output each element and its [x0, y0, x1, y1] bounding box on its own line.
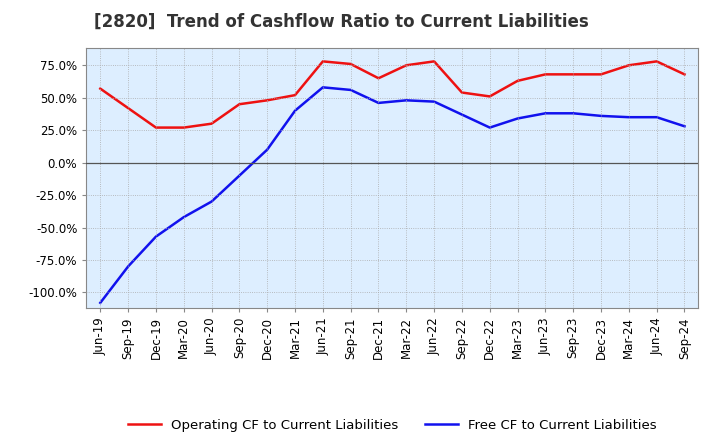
Operating CF to Current Liabilities [458, 90, 467, 95]
Free CF to Current Liabilities [485, 125, 494, 130]
Free CF to Current Liabilities [291, 108, 300, 114]
Free CF to Current Liabilities [374, 100, 383, 106]
Operating CF to Current Liabilities [207, 121, 216, 126]
Free CF to Current Liabilities [263, 147, 271, 152]
Operating CF to Current Liabilities [541, 72, 550, 77]
Free CF to Current Liabilities [402, 98, 410, 103]
Operating CF to Current Liabilities [569, 72, 577, 77]
Free CF to Current Liabilities [680, 124, 689, 129]
Operating CF to Current Liabilities [96, 86, 104, 91]
Operating CF to Current Liabilities [597, 72, 606, 77]
Free CF to Current Liabilities [318, 84, 327, 90]
Operating CF to Current Liabilities [374, 76, 383, 81]
Free CF to Current Liabilities [458, 112, 467, 117]
Free CF to Current Liabilities [541, 110, 550, 116]
Operating CF to Current Liabilities [402, 62, 410, 68]
Operating CF to Current Liabilities [513, 78, 522, 84]
Operating CF to Current Liabilities [124, 106, 132, 111]
Free CF to Current Liabilities [152, 234, 161, 239]
Operating CF to Current Liabilities [485, 94, 494, 99]
Free CF to Current Liabilities [569, 110, 577, 116]
Free CF to Current Liabilities [513, 116, 522, 121]
Line: Operating CF to Current Liabilities: Operating CF to Current Liabilities [100, 61, 685, 128]
Operating CF to Current Liabilities [680, 72, 689, 77]
Legend: Operating CF to Current Liabilities, Free CF to Current Liabilities: Operating CF to Current Liabilities, Fre… [122, 413, 662, 437]
Text: [2820]  Trend of Cashflow Ratio to Current Liabilities: [2820] Trend of Cashflow Ratio to Curren… [94, 13, 588, 31]
Operating CF to Current Liabilities [624, 62, 633, 68]
Operating CF to Current Liabilities [179, 125, 188, 130]
Free CF to Current Liabilities [597, 113, 606, 118]
Free CF to Current Liabilities [207, 199, 216, 204]
Free CF to Current Liabilities [179, 214, 188, 220]
Operating CF to Current Liabilities [291, 92, 300, 98]
Operating CF to Current Liabilities [652, 59, 661, 64]
Free CF to Current Liabilities [346, 87, 355, 92]
Free CF to Current Liabilities [430, 99, 438, 104]
Free CF to Current Liabilities [124, 264, 132, 269]
Line: Free CF to Current Liabilities: Free CF to Current Liabilities [100, 87, 685, 303]
Free CF to Current Liabilities [652, 114, 661, 120]
Operating CF to Current Liabilities [152, 125, 161, 130]
Free CF to Current Liabilities [96, 300, 104, 305]
Free CF to Current Liabilities [624, 114, 633, 120]
Operating CF to Current Liabilities [235, 102, 243, 107]
Operating CF to Current Liabilities [346, 61, 355, 66]
Operating CF to Current Liabilities [430, 59, 438, 64]
Operating CF to Current Liabilities [318, 59, 327, 64]
Free CF to Current Liabilities [235, 173, 243, 178]
Operating CF to Current Liabilities [263, 98, 271, 103]
